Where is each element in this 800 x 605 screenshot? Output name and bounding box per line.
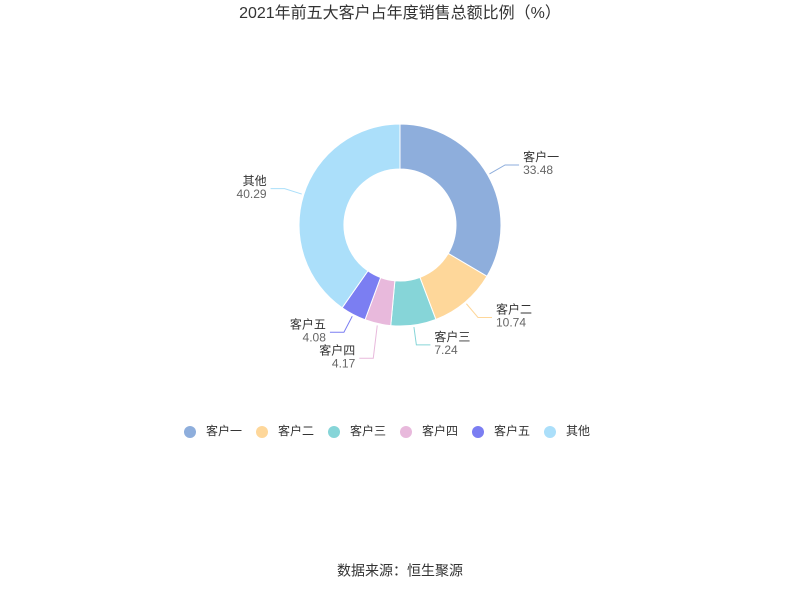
leader-line	[489, 164, 520, 175]
slice-label: 客户一	[523, 149, 559, 164]
legend-label[interactable]: 其他	[566, 424, 590, 438]
slice-value: 7.24	[434, 343, 458, 357]
leader-line	[413, 326, 431, 346]
donut-slice	[298, 123, 401, 309]
chart-title: 2021年前五大客户占年度销售总额比例（%）	[239, 4, 561, 22]
legend-label[interactable]: 客户二	[278, 423, 314, 438]
slice-value: 33.48	[523, 163, 553, 177]
source-note: 数据来源：恒生聚源	[337, 563, 463, 579]
legend-marker[interactable]	[328, 426, 340, 438]
legend-marker[interactable]	[544, 426, 556, 438]
slice-value: 4.17	[332, 356, 356, 370]
leader-line	[329, 316, 353, 333]
leader-line	[359, 325, 378, 359]
legend-label[interactable]: 客户四	[422, 423, 458, 438]
slice-label: 其他	[243, 174, 267, 188]
donut-slice	[399, 123, 502, 277]
slice-label: 客户二	[496, 302, 532, 317]
legend-marker[interactable]	[256, 426, 268, 438]
slice-label: 客户三	[434, 329, 470, 344]
legend-label[interactable]: 客户五	[494, 423, 530, 438]
legend-marker[interactable]	[400, 426, 412, 438]
legend-label[interactable]: 客户三	[350, 423, 386, 438]
slice-value: 40.29	[237, 187, 267, 201]
leader-line	[466, 303, 493, 319]
slice-label: 客户四	[319, 342, 355, 357]
slice-value: 4.08	[303, 330, 327, 344]
legend-label[interactable]: 客户一	[206, 423, 242, 438]
slice-label: 客户五	[290, 316, 326, 331]
leader-line	[270, 188, 302, 195]
slice-value: 10.74	[496, 316, 526, 330]
legend-marker[interactable]	[184, 426, 196, 438]
legend-marker[interactable]	[472, 426, 484, 438]
